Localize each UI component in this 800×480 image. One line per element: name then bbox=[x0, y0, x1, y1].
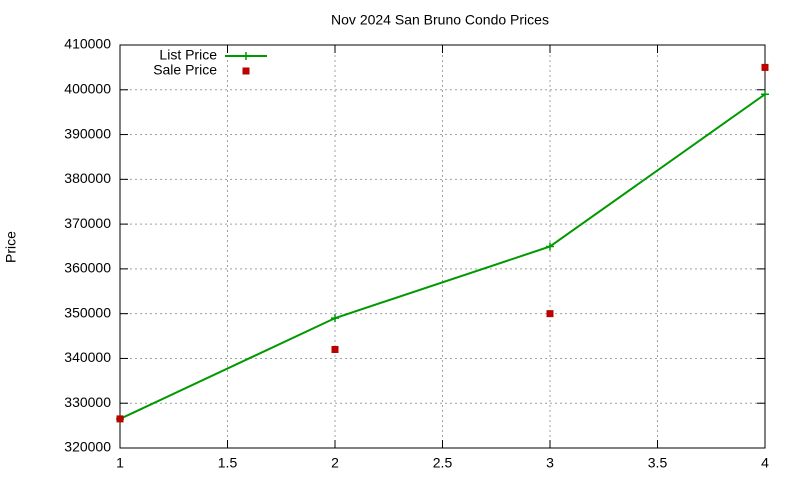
x-tick-label: 2.5 bbox=[433, 455, 453, 471]
legend-label: List Price bbox=[159, 47, 217, 63]
y-tick-label: 330000 bbox=[64, 394, 111, 410]
legend-label: Sale Price bbox=[153, 62, 217, 78]
data-point bbox=[331, 345, 339, 353]
data-point bbox=[546, 242, 554, 251]
data-point bbox=[331, 314, 339, 323]
y-tick-label: 350000 bbox=[64, 304, 111, 320]
x-tick-label: 3 bbox=[546, 455, 554, 471]
data-point bbox=[761, 63, 769, 71]
series-line bbox=[119, 93, 766, 420]
y-tick-label: 320000 bbox=[64, 439, 111, 455]
legend-marker bbox=[242, 67, 250, 75]
data-point bbox=[761, 90, 769, 99]
data-point bbox=[116, 415, 124, 423]
y-tick-label: 410000 bbox=[64, 36, 111, 52]
x-tick-label: 1.5 bbox=[218, 455, 238, 471]
legend-marker bbox=[242, 52, 250, 60]
y-tick-label: 340000 bbox=[64, 349, 111, 365]
x-tick-label: 4 bbox=[761, 455, 769, 471]
x-tick-label: 2 bbox=[331, 455, 339, 471]
y-tick-label: 370000 bbox=[64, 215, 111, 231]
plot-border bbox=[119, 44, 766, 449]
y-tick-label: 390000 bbox=[64, 125, 111, 141]
data-point bbox=[546, 310, 554, 318]
x-tick-label: 1 bbox=[116, 455, 124, 471]
y-tick-label: 380000 bbox=[64, 170, 111, 186]
y-axis-label: Price bbox=[3, 231, 19, 263]
y-tick-label: 360000 bbox=[64, 260, 111, 276]
chart-title: Nov 2024 San Bruno Condo Prices bbox=[331, 12, 549, 28]
y-tick-label: 400000 bbox=[64, 80, 111, 96]
x-tick-label: 3.5 bbox=[648, 455, 668, 471]
